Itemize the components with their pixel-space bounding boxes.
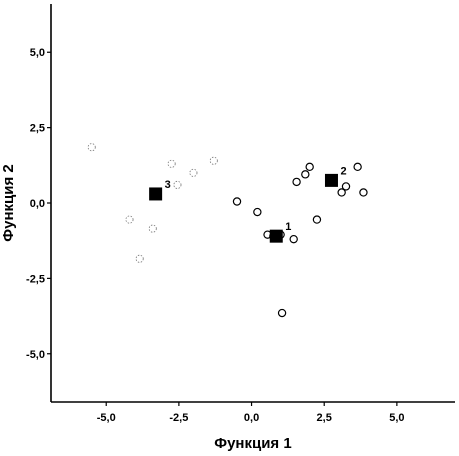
centroid-2-label: 2 [340,165,346,177]
group-3-point [167,159,176,168]
group-1-point [232,197,242,206]
group-2-point [359,188,368,197]
group-3-point [189,168,198,177]
centroid-3-marker [149,187,163,201]
x-axis-ticks: -5,0 -2,5 0,0 2,5 5,0 [97,402,405,424]
group-3-point [87,143,96,152]
y-tick-label: 5,0 [30,47,45,59]
group-3-point [173,180,182,189]
data-points [87,143,368,318]
centroid-2-marker [324,173,338,187]
group-1-point [312,215,322,224]
group-2-point [353,162,362,172]
group-3-point [209,156,218,165]
x-tick-label: -5,0 [97,412,116,424]
y-axis-title: Функция 2 [0,164,17,241]
group-centroids: 1 2 3 [149,165,347,243]
group-2-point [337,188,346,197]
centroid-3-label: 3 [165,179,171,191]
x-tick-label: 0,0 [244,412,259,424]
y-tick-label: 0,0 [30,198,45,210]
group-3-point [148,224,157,233]
group-2-point [292,177,301,187]
x-axis-title: Функция 1 [214,435,291,452]
group-1-point [277,308,287,318]
y-tick-label: -2,5 [26,273,45,285]
group-3-point [125,215,134,224]
x-tick-label: 5,0 [389,412,404,424]
group-1-point [289,234,298,244]
x-tick-label: 2,5 [317,412,332,424]
group-2-point [301,170,310,179]
y-tick-label: -5,0 [26,349,45,361]
plot-frame [50,4,455,403]
group-2-point [341,182,351,191]
x-tick-label: -2,5 [169,412,188,424]
centroid-1-label: 1 [285,221,291,233]
group-1-point [253,207,262,217]
group-3-point [135,254,144,263]
centroid-1-marker [269,229,283,243]
y-tick-label: 2,5 [30,123,45,135]
group-2-point [305,162,314,172]
y-axis-ticks: 5,0 2,5 0,0 -2,5 -5,0 [26,47,51,361]
